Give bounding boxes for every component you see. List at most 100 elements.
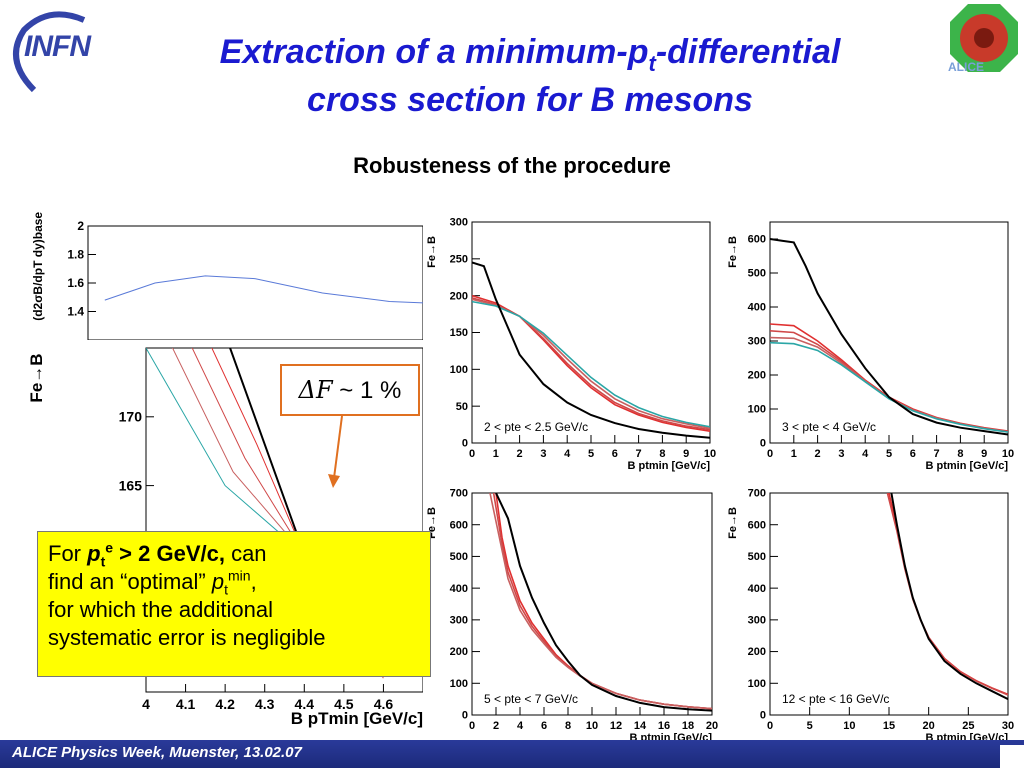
x-tick-label: 18 (682, 720, 694, 732)
chart-panel-2: 0 1 2 3 4 5 6 7 8 9 10 0 100 200 300 400 500 600 3 < pte <… (726, 210, 1024, 474)
chart-panel-3: 0 2 4 6 8 10 12 14 16 18 20 0 100 200 300 400 500 600 700 5… (425, 477, 725, 740)
y-tick-label: 300 (450, 615, 468, 627)
chart-panel-4: 0 5 10 15 20 25 30 0 100 200 300 400 500 600 700 12 < p… (726, 477, 1024, 740)
delta-arrow-head (328, 474, 340, 488)
x-tick-label: 4 (564, 448, 571, 460)
page-title: Extraction of a minimum-pt-differential (120, 30, 940, 86)
x-tick-label: 10 (843, 720, 855, 732)
series-group (472, 261, 710, 439)
x-tick-label: 20 (706, 720, 718, 732)
y-tick-label: 0 (462, 710, 468, 722)
baseline-line (472, 261, 710, 439)
x-tick-label: 6 (910, 448, 916, 460)
x-tick-label: 7 (636, 448, 642, 460)
x-axis-label: B ptmin [GeV/c] (925, 460, 1008, 472)
infn-logo-arc (13, 11, 86, 93)
x-tick-label: 2 (517, 448, 523, 460)
x-tick-label: 3 (838, 448, 844, 460)
y-axis-label: Fe→B (727, 507, 739, 539)
infn-logo-text: INFN (24, 30, 91, 63)
y-tick-label: 100 (450, 678, 468, 690)
x-tick-label: 1 (791, 448, 797, 460)
subtitle: Robusteness of the procedure (353, 153, 671, 178)
plot-frame (471, 492, 713, 716)
y-tick-label: 170 (119, 408, 143, 424)
x-axis-label: B ptmin [GeV/c] (925, 732, 1008, 740)
x-tick-label: 10 (704, 448, 716, 460)
y-tick-label: 300 (450, 217, 468, 229)
y-tick-label: 100 (450, 364, 468, 376)
x-tick-label: 3 (540, 448, 546, 460)
x-tick-label: 16 (658, 720, 670, 732)
plot-frame (87, 225, 423, 340)
y-tick-label: 100 (748, 678, 766, 690)
baseline-line (495, 493, 712, 712)
variation-line (489, 493, 712, 710)
y-tick-label: 1.4 (67, 305, 84, 319)
x-tick-label: 2 (815, 448, 821, 460)
y-tick-label: 50 (456, 401, 468, 413)
y-tick-label: 0 (760, 710, 766, 722)
y-tick-label: 200 (450, 290, 468, 302)
alice-logo-text: ALICE (948, 60, 984, 74)
baseline-ratio-chart: 1.4 1.6 1.8 2 (d2σB/dpT dy)baseline (31, 212, 423, 340)
page-number-tag (1000, 745, 1024, 768)
infn-logo (13, 11, 86, 93)
note-line1-bold: > 2 GeV/c, (113, 541, 225, 566)
x-tick-label: 12 (610, 720, 622, 732)
x-tick-label: 4.2 (215, 696, 235, 712)
note-line-2: find an “optimal” ptmin, (48, 567, 420, 597)
x-tick-label: 4.6 (374, 696, 394, 712)
x-tick-label: 30 (1002, 720, 1014, 732)
y-tick-label: 400 (748, 302, 766, 314)
x-tick-label: 7 (934, 448, 940, 460)
x-tick-label: 8 (565, 720, 571, 732)
x-tick-label: 9 (981, 448, 987, 460)
alice-logo (950, 4, 1018, 72)
y-tick-label: 500 (748, 551, 766, 563)
x-axis-label: B ptmin [GeV/c] (629, 732, 712, 740)
note-line1-post: can (224, 541, 267, 566)
y-axis-label: Fe→B (727, 236, 739, 268)
y-tick-label: 150 (450, 327, 468, 339)
range-annotation: 3 < pte < 4 GeV/c (782, 420, 876, 434)
plot-frame (769, 221, 1009, 444)
y-tick-label: 200 (748, 370, 766, 382)
y-tick-label: 250 (450, 254, 468, 266)
y-tick-label: 300 (748, 336, 766, 348)
x-axis-label: B ptmin [GeV/c] (627, 460, 710, 472)
y-axis-label: Fe→B (426, 507, 438, 539)
y-tick-label: 700 (450, 488, 468, 500)
y-tick-label: 500 (450, 551, 468, 563)
x-tick-label: 2 (493, 720, 499, 732)
x-tick-label: 14 (634, 720, 647, 732)
note-line1-p: p (87, 541, 101, 566)
delta-f-box: ΔF ~ 1 % (280, 364, 420, 416)
x-tick-label: 15 (883, 720, 895, 732)
delta-arrow (328, 415, 343, 488)
y-tick-label: 600 (450, 519, 468, 531)
chart-fe-b-5-7: 0 2 4 6 8 10 12 14 16 18 2001002003004005006007005… (426, 488, 718, 740)
delta-arrow-line (333, 415, 343, 479)
x-tick-label: 0 (469, 720, 475, 732)
y-tick-label: 1.8 (67, 248, 84, 262)
y-tick-label: 165 (119, 477, 143, 493)
range-annotation: 2 < pte < 2.5 GeV/c (484, 420, 588, 434)
note-line2-post: , (250, 569, 257, 594)
y-tick-label: 500 (748, 268, 766, 280)
variation-line (770, 341, 1008, 433)
note-line-4: systematic error is negligible (48, 625, 326, 650)
x-tick-label: 4.5 (334, 696, 354, 712)
y-tick-label: 700 (748, 488, 766, 500)
series-group (770, 238, 1008, 436)
y-tick-label: 200 (450, 646, 468, 658)
x-tick-label: 10 (1002, 448, 1014, 460)
y-tick-label: 100 (748, 404, 766, 416)
chart-panel-1: 0 1 2 3 4 5 6 7 8 9 10 0 50 100 150 200 250 300 2 < pte < … (425, 210, 725, 474)
x-tick-label: 8 (957, 448, 963, 460)
conclusion-note: For pte > 2 GeV/c, can find an “optimal”… (37, 531, 431, 677)
note-line2-sup: min (228, 567, 251, 584)
title-line1-sub: t (648, 50, 656, 76)
